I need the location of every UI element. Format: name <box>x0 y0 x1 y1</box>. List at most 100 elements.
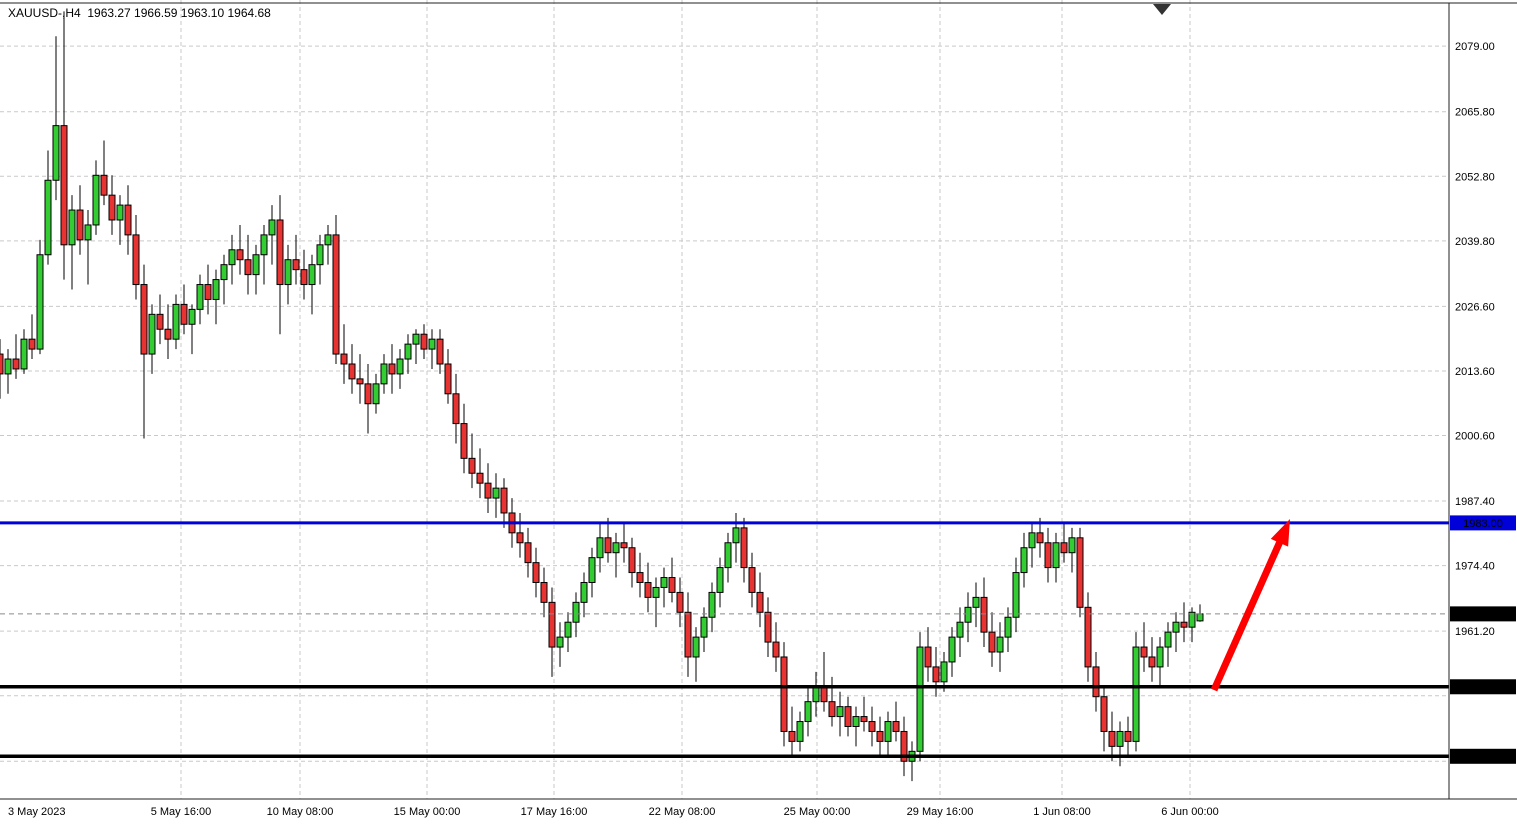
candle-body-down <box>1092 666 1100 698</box>
price-axis-label: 2039.80 <box>1455 236 1495 248</box>
candle-body-down <box>1124 730 1132 742</box>
candle-body-down <box>140 284 148 355</box>
candle-body-up <box>580 581 588 603</box>
candle-body-up <box>612 542 620 554</box>
candle-body-down <box>532 562 540 583</box>
candle-body-down <box>420 333 428 350</box>
candle-body-up <box>652 586 660 598</box>
candle-body-up <box>188 308 196 325</box>
candle-body-down <box>636 572 644 583</box>
time-axis-label: 10 May 08:00 <box>267 806 334 818</box>
chart-shift-marker-icon[interactable] <box>1153 4 1171 15</box>
candle-body-down <box>476 472 484 484</box>
candle-body-down <box>60 125 68 246</box>
price-tag-support-line-1 <box>1450 679 1516 695</box>
candle-body-down <box>868 721 876 732</box>
price-axis-label: 2079.00 <box>1455 41 1495 53</box>
candle-body-down <box>156 313 164 330</box>
candle-body-down <box>524 542 532 564</box>
candle-body-down <box>876 730 884 742</box>
candle-body-up <box>260 234 268 256</box>
price-tag-label: 1936.00 <box>1463 751 1503 763</box>
candle-body-down <box>356 378 364 385</box>
candle-body-up <box>380 363 388 385</box>
candle-body-down <box>620 542 628 549</box>
candle-body-down <box>628 547 636 574</box>
candle-body-up <box>284 259 292 286</box>
candle-body-down <box>1140 646 1148 658</box>
candle-body-down <box>820 686 828 703</box>
candle-body-down <box>124 204 132 236</box>
candle-body-up <box>1028 532 1036 549</box>
candle-body-down <box>1108 730 1116 747</box>
candle-body-up <box>964 606 972 623</box>
candle-body-up <box>92 174 100 226</box>
candle-body-down <box>516 532 524 544</box>
candle-body-down <box>1180 621 1188 628</box>
candles <box>0 11 1204 782</box>
ohlc-readout: XAUUSD-,H4 1963.27 1966.59 1963.10 1964.… <box>8 6 271 20</box>
time-axis-label: 5 May 16:00 <box>151 806 212 818</box>
candle-body-up <box>852 716 860 727</box>
candle-body-down <box>460 423 468 459</box>
time-axis-label: 29 May 16:00 <box>907 806 974 818</box>
candle-body-up <box>884 721 892 742</box>
candle-body-down <box>604 537 612 554</box>
candle-body-down <box>132 234 140 286</box>
candle-body-down <box>900 730 908 762</box>
price-lines[interactable] <box>0 521 1449 759</box>
candle-body-down <box>1100 696 1108 732</box>
time-axis-label: 17 May 16:00 <box>521 806 588 818</box>
candle-body-up <box>1156 646 1164 668</box>
candle-body-up <box>956 621 964 638</box>
candle-body-up <box>948 636 956 663</box>
candle-body-down <box>540 581 548 603</box>
candle-body-down <box>276 219 284 286</box>
price-tag-label: 1983.00 <box>1463 518 1503 530</box>
price-tag-support-line-2 <box>1450 748 1516 764</box>
candle-body-down <box>772 641 780 658</box>
price-axis-label: 2052.80 <box>1455 171 1495 183</box>
candle-body-down <box>788 730 796 742</box>
axis-labels: 2079.00 2065.80 2052.80 2039.80 2026.60 2013.… <box>8 41 1495 818</box>
candle-body-up <box>44 179 52 256</box>
candle-body-down <box>484 482 492 499</box>
candle-body-up <box>972 596 980 608</box>
candle-body-up <box>212 279 220 300</box>
candle-body-down <box>452 393 460 425</box>
candle-body-up <box>148 313 156 355</box>
candle-body-up <box>268 219 276 236</box>
trend-arrow-shaft[interactable] <box>1210 535 1286 692</box>
candle-body-down <box>748 567 756 593</box>
candle-body-down <box>100 174 108 196</box>
candle-body-down <box>780 656 788 732</box>
candle-body-up <box>708 591 716 618</box>
trend-arrow-head[interactable] <box>1270 519 1290 547</box>
candle-body-up <box>372 383 380 405</box>
candle-body-down <box>644 581 652 598</box>
candle-body-down <box>1084 606 1092 668</box>
candle-body-up <box>404 343 412 360</box>
candle-body-down <box>12 358 20 370</box>
candle-body-up <box>52 125 60 181</box>
candle-body-up <box>4 358 12 375</box>
candle-body-up <box>492 487 500 499</box>
price-tag-resistance-line <box>1450 515 1516 531</box>
time-axis-label: 15 May 00:00 <box>394 806 461 818</box>
time-axis-label: 1 Jun 08:00 <box>1033 806 1091 818</box>
candle-body-down <box>444 363 452 395</box>
candle-body-down <box>980 596 988 633</box>
candle-body-down <box>436 338 444 365</box>
candle-body-down <box>924 646 932 668</box>
candle-body-up <box>804 701 812 723</box>
price-axis-label: 2065.80 <box>1455 107 1495 119</box>
candle-body-down <box>1148 656 1156 668</box>
candle-body-down <box>1060 542 1068 554</box>
time-axis-label: 25 May 00:00 <box>784 806 851 818</box>
trend-arrow[interactable] <box>1210 519 1290 692</box>
candle-body-up <box>1188 611 1196 628</box>
candle-body-up <box>700 616 708 638</box>
candle-body-down <box>236 249 244 261</box>
